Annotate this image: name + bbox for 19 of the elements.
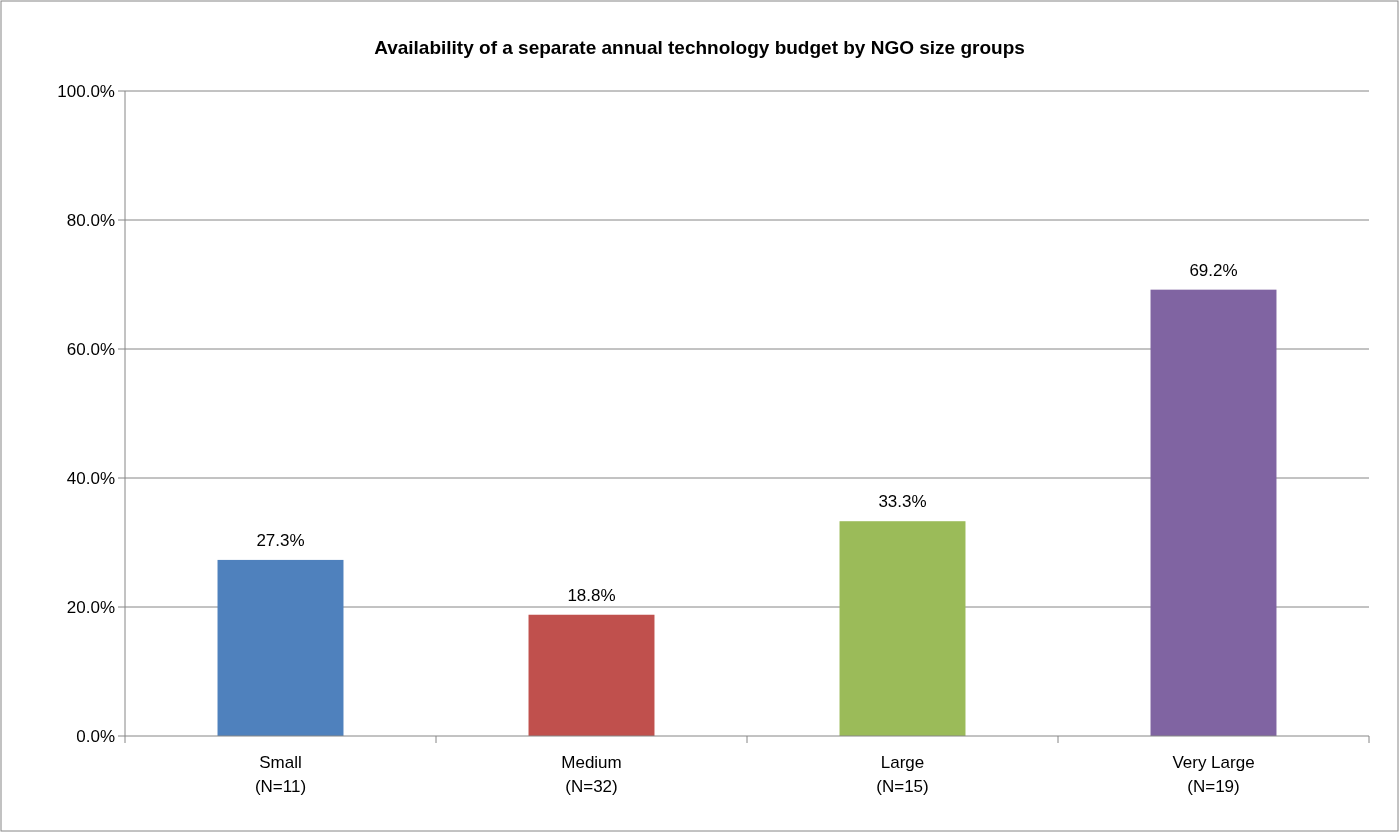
chart-title: Availability of a separate annual technology budget by NGO size groups — [374, 37, 1025, 58]
y-tick-label: 100.0% — [57, 81, 115, 101]
y-tick-label: 0.0% — [76, 726, 115, 746]
y-tick-label: 40.0% — [66, 468, 115, 488]
bar — [528, 614, 655, 736]
x-tick-label: Small (N=11) — [254, 753, 307, 796]
bar — [839, 521, 966, 736]
data-label: 27.3% — [256, 530, 305, 550]
x-tick-label: Very Large (N=19) — [1172, 753, 1255, 796]
x-tick-label: Large (N=15) — [876, 753, 929, 796]
data-label: 33.3% — [878, 492, 927, 512]
x-tick-label: Medium (N=32) — [561, 753, 622, 796]
y-tick-label: 20.0% — [66, 597, 115, 617]
bar — [217, 559, 344, 736]
data-label: 69.2% — [1189, 260, 1238, 280]
y-tick-label: 80.0% — [66, 210, 115, 230]
y-tick-label: 60.0% — [66, 339, 115, 359]
bar — [1150, 289, 1277, 736]
data-label: 18.8% — [567, 585, 616, 605]
